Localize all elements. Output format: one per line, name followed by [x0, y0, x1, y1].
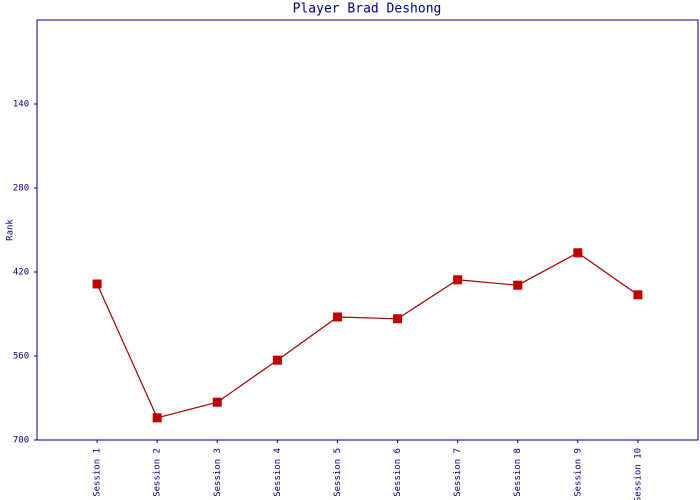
plot-frame — [36, 19, 699, 441]
x-tick-label: Session 10 — [633, 448, 643, 500]
y-tick-label: 700 — [13, 436, 29, 446]
y-tick-label: 560 — [13, 352, 29, 362]
data-point — [393, 314, 403, 324]
x-tick-label: Session 6 — [393, 448, 403, 497]
data-point — [272, 355, 282, 365]
chart-title: Player Brad Deshong — [293, 2, 442, 17]
x-tick-label: Session 1 — [93, 448, 103, 497]
y-tick-label: 140 — [13, 100, 29, 110]
data-point — [152, 413, 162, 423]
data-point — [332, 312, 342, 322]
x-tick-label: Session 5 — [333, 448, 343, 497]
x-tick-label: Session 8 — [513, 448, 523, 497]
y-tick-label: 420 — [13, 268, 29, 278]
data-point — [573, 248, 583, 258]
y-tick-label: 280 — [13, 184, 29, 194]
data-point — [513, 280, 523, 290]
data-point — [453, 275, 463, 285]
x-tick-label: Session 2 — [153, 448, 163, 497]
x-tick-label: Session 9 — [573, 448, 583, 497]
data-point — [92, 279, 102, 289]
data-point — [633, 290, 643, 300]
data-point — [212, 397, 222, 407]
y-axis-label: Rank — [6, 219, 16, 241]
x-tick-label: Session 4 — [273, 448, 283, 497]
x-tick-label: Session 7 — [453, 448, 463, 497]
data-line — [96, 252, 639, 419]
x-tick-label: Session 3 — [213, 448, 223, 497]
